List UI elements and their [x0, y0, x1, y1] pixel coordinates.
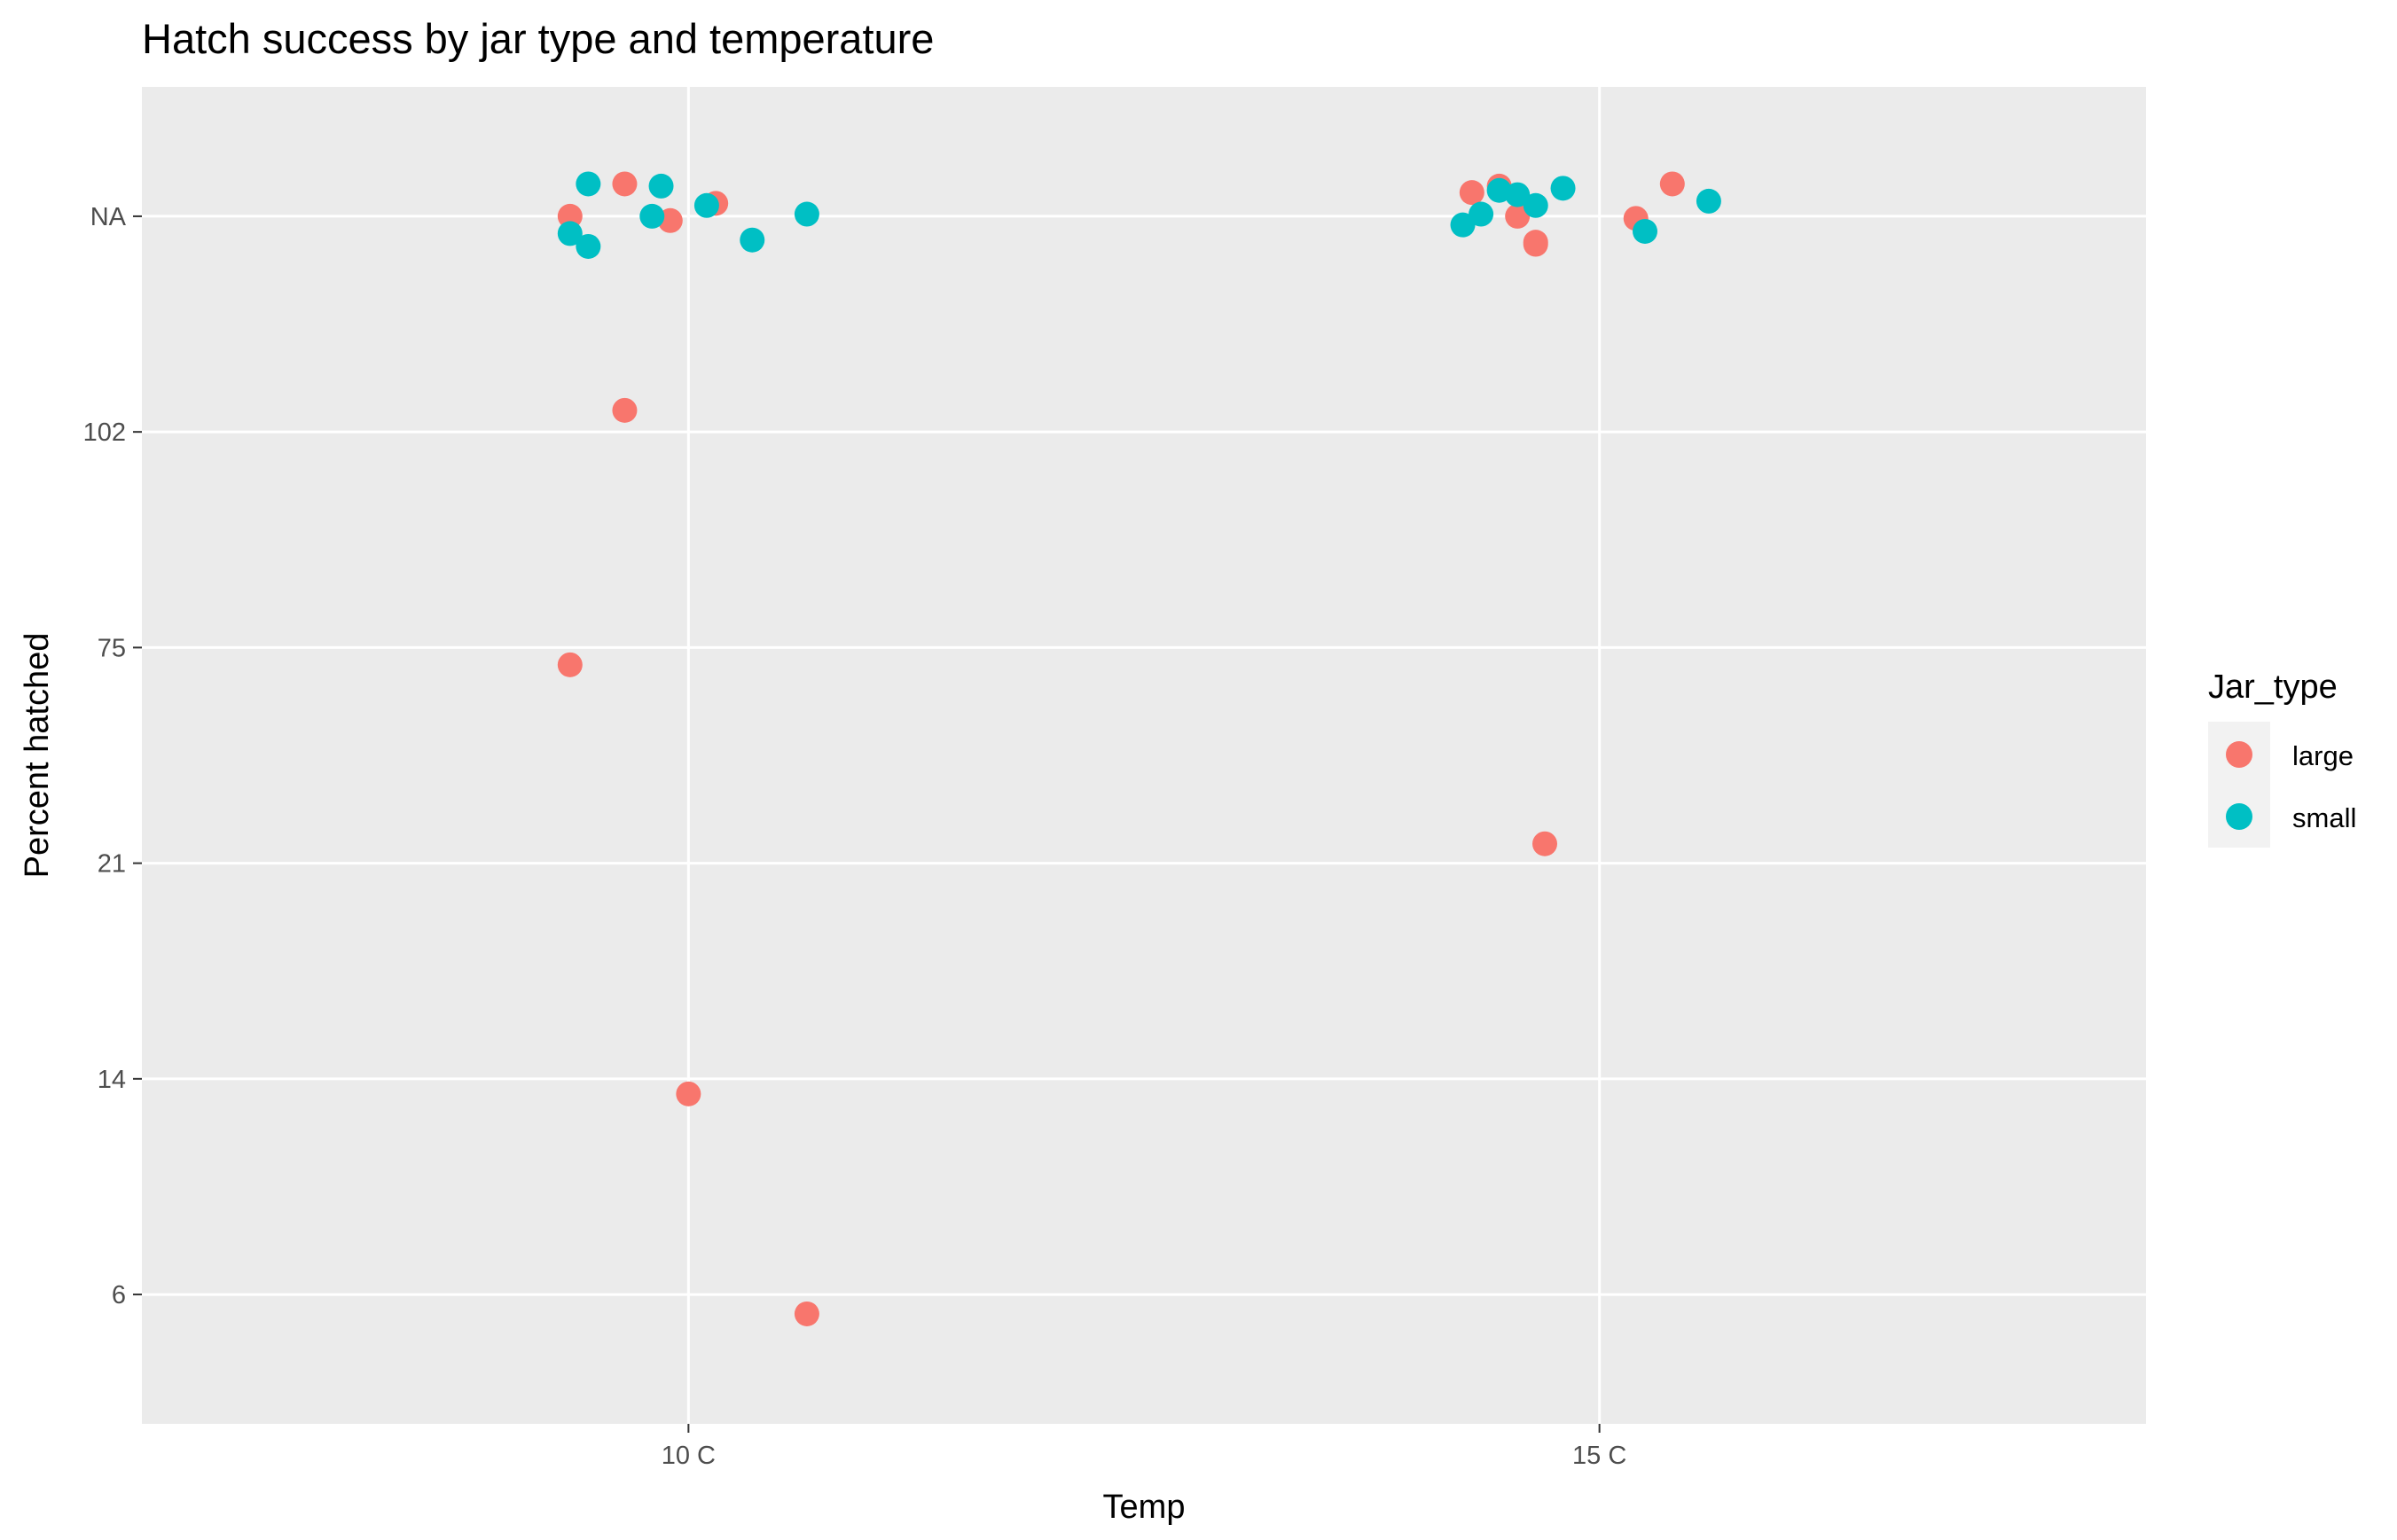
y-tick-label-na: NA [90, 203, 127, 231]
x-axis: 10 C 15 C [662, 1424, 1626, 1470]
legend-label-large: large [2292, 740, 2354, 771]
point-large-10-c-6 [676, 1081, 701, 1106]
point-small-15-c-9 [1469, 201, 1494, 227]
point-large-15-c-14 [1659, 171, 1685, 197]
legend-dot-large [2226, 741, 2252, 768]
y-tick-label-102: 102 [83, 418, 126, 447]
x-tick-label-10-c: 10 C [662, 1442, 716, 1470]
point-large-15-c-15 [1532, 831, 1557, 856]
legend-dot-small [2226, 803, 2252, 830]
point-large-10-c-7 [794, 1301, 819, 1326]
legend: Jar_type large small [2208, 668, 2356, 848]
point-small-10-c-7 [794, 201, 819, 227]
chart-title: Hatch success by jar type and temperatur… [142, 15, 934, 62]
point-small-15-c-15 [1696, 188, 1721, 214]
plot-panel [142, 87, 2146, 1424]
y-tick-label-75: 75 [98, 634, 126, 662]
y-tick-label-14: 14 [98, 1066, 126, 1094]
point-large-15-c-8 [1459, 180, 1484, 206]
point-small-15-c-14 [1633, 218, 1657, 244]
point-small-15-c-8 [1450, 212, 1476, 238]
data-points [557, 171, 1721, 1326]
gridlines [142, 87, 2146, 1424]
x-axis-title: Temp [1103, 1489, 1186, 1526]
point-small-10-c-6 [740, 227, 765, 253]
legend-title: Jar_type [2208, 668, 2338, 706]
point-large-10-c-4 [612, 397, 638, 423]
point-small-10-c-5 [693, 192, 719, 218]
x-tick-label-15-c: 15 C [1572, 1442, 1626, 1470]
point-small-10-c-2 [576, 233, 601, 259]
y-tick-label-6: 6 [112, 1281, 126, 1309]
point-small-15-c-12 [1523, 192, 1548, 218]
point-small-10-c-3 [639, 203, 665, 229]
point-small-10-c-0 [557, 221, 583, 246]
point-large-10-c-1 [612, 171, 638, 197]
point-large-15-c-12 [1523, 230, 1548, 255]
point-large-15-c-10 [1505, 203, 1531, 229]
legend-label-small: small [2292, 802, 2356, 833]
y-axis-title: Percent hatched [19, 633, 56, 879]
point-small-15-c-11 [1505, 182, 1531, 207]
point-small-10-c-4 [648, 173, 674, 199]
point-small-15-c-13 [1550, 176, 1576, 201]
point-large-10-c-0 [557, 203, 583, 229]
point-small-10-c-1 [576, 171, 601, 197]
y-tick-label-21: 21 [98, 850, 126, 879]
point-large-10-c-5 [557, 652, 583, 677]
y-axis: 6 14 21 75 102 NA [83, 203, 142, 1309]
